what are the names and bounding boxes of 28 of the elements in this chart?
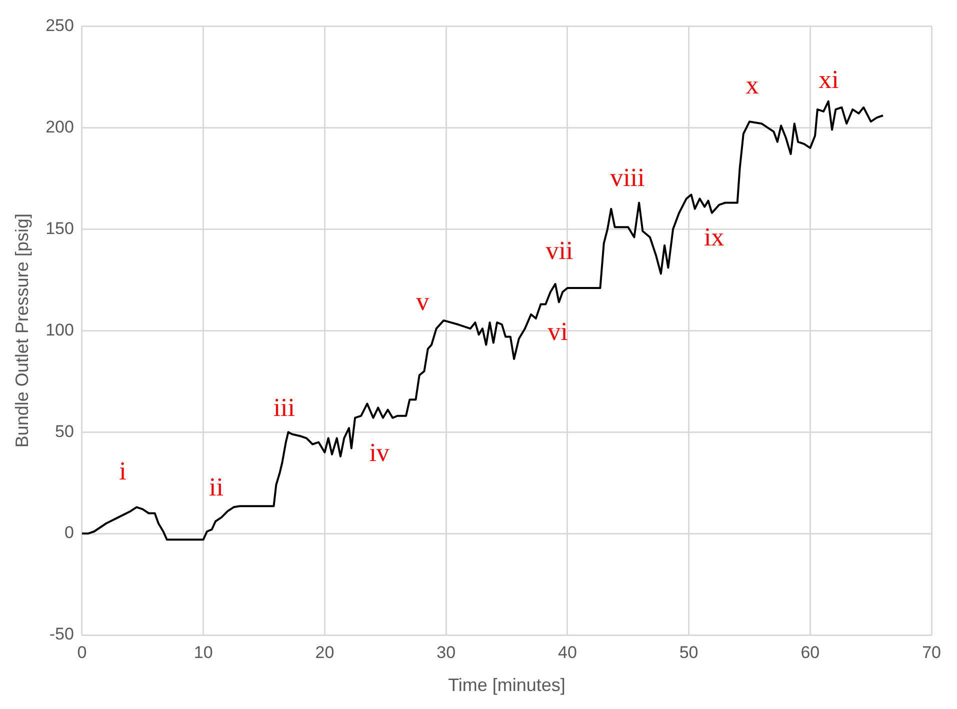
annotation: i	[119, 456, 126, 486]
x-tick-label: 40	[558, 642, 577, 662]
y-axis-title: Bundle Outlet Pressure [psig]	[12, 214, 32, 448]
x-tick-label: 60	[800, 642, 820, 662]
x-tick-label: 0	[77, 642, 87, 662]
annotation: x	[746, 70, 759, 100]
x-tick-label: 30	[436, 642, 456, 662]
annotation: ii	[208, 472, 224, 502]
annotation: viii	[610, 162, 645, 192]
y-tick-label: 100	[46, 320, 74, 340]
annotation: vii	[546, 236, 574, 265]
annotation: v	[416, 287, 430, 316]
x-tick-label: 70	[922, 642, 942, 662]
annotation: iii	[273, 392, 295, 422]
y-tick-label: 250	[46, 16, 74, 35]
y-tick-label: 200	[46, 117, 74, 136]
x-tick-label: 50	[679, 642, 698, 662]
y-tick-label: 0	[64, 523, 74, 542]
x-tick-label: 20	[315, 642, 334, 662]
annotation: iv	[369, 438, 390, 468]
y-tick-label: 50	[55, 422, 74, 441]
annotation: ix	[704, 222, 724, 252]
x-axis-title: Time [minutes]	[448, 675, 566, 696]
annotation: vi	[548, 316, 568, 346]
y-tick-label: -50	[49, 624, 74, 644]
y-tick-label: 150	[46, 218, 74, 238]
annotation: xi	[818, 64, 839, 94]
x-tick-label: 10	[194, 642, 213, 662]
